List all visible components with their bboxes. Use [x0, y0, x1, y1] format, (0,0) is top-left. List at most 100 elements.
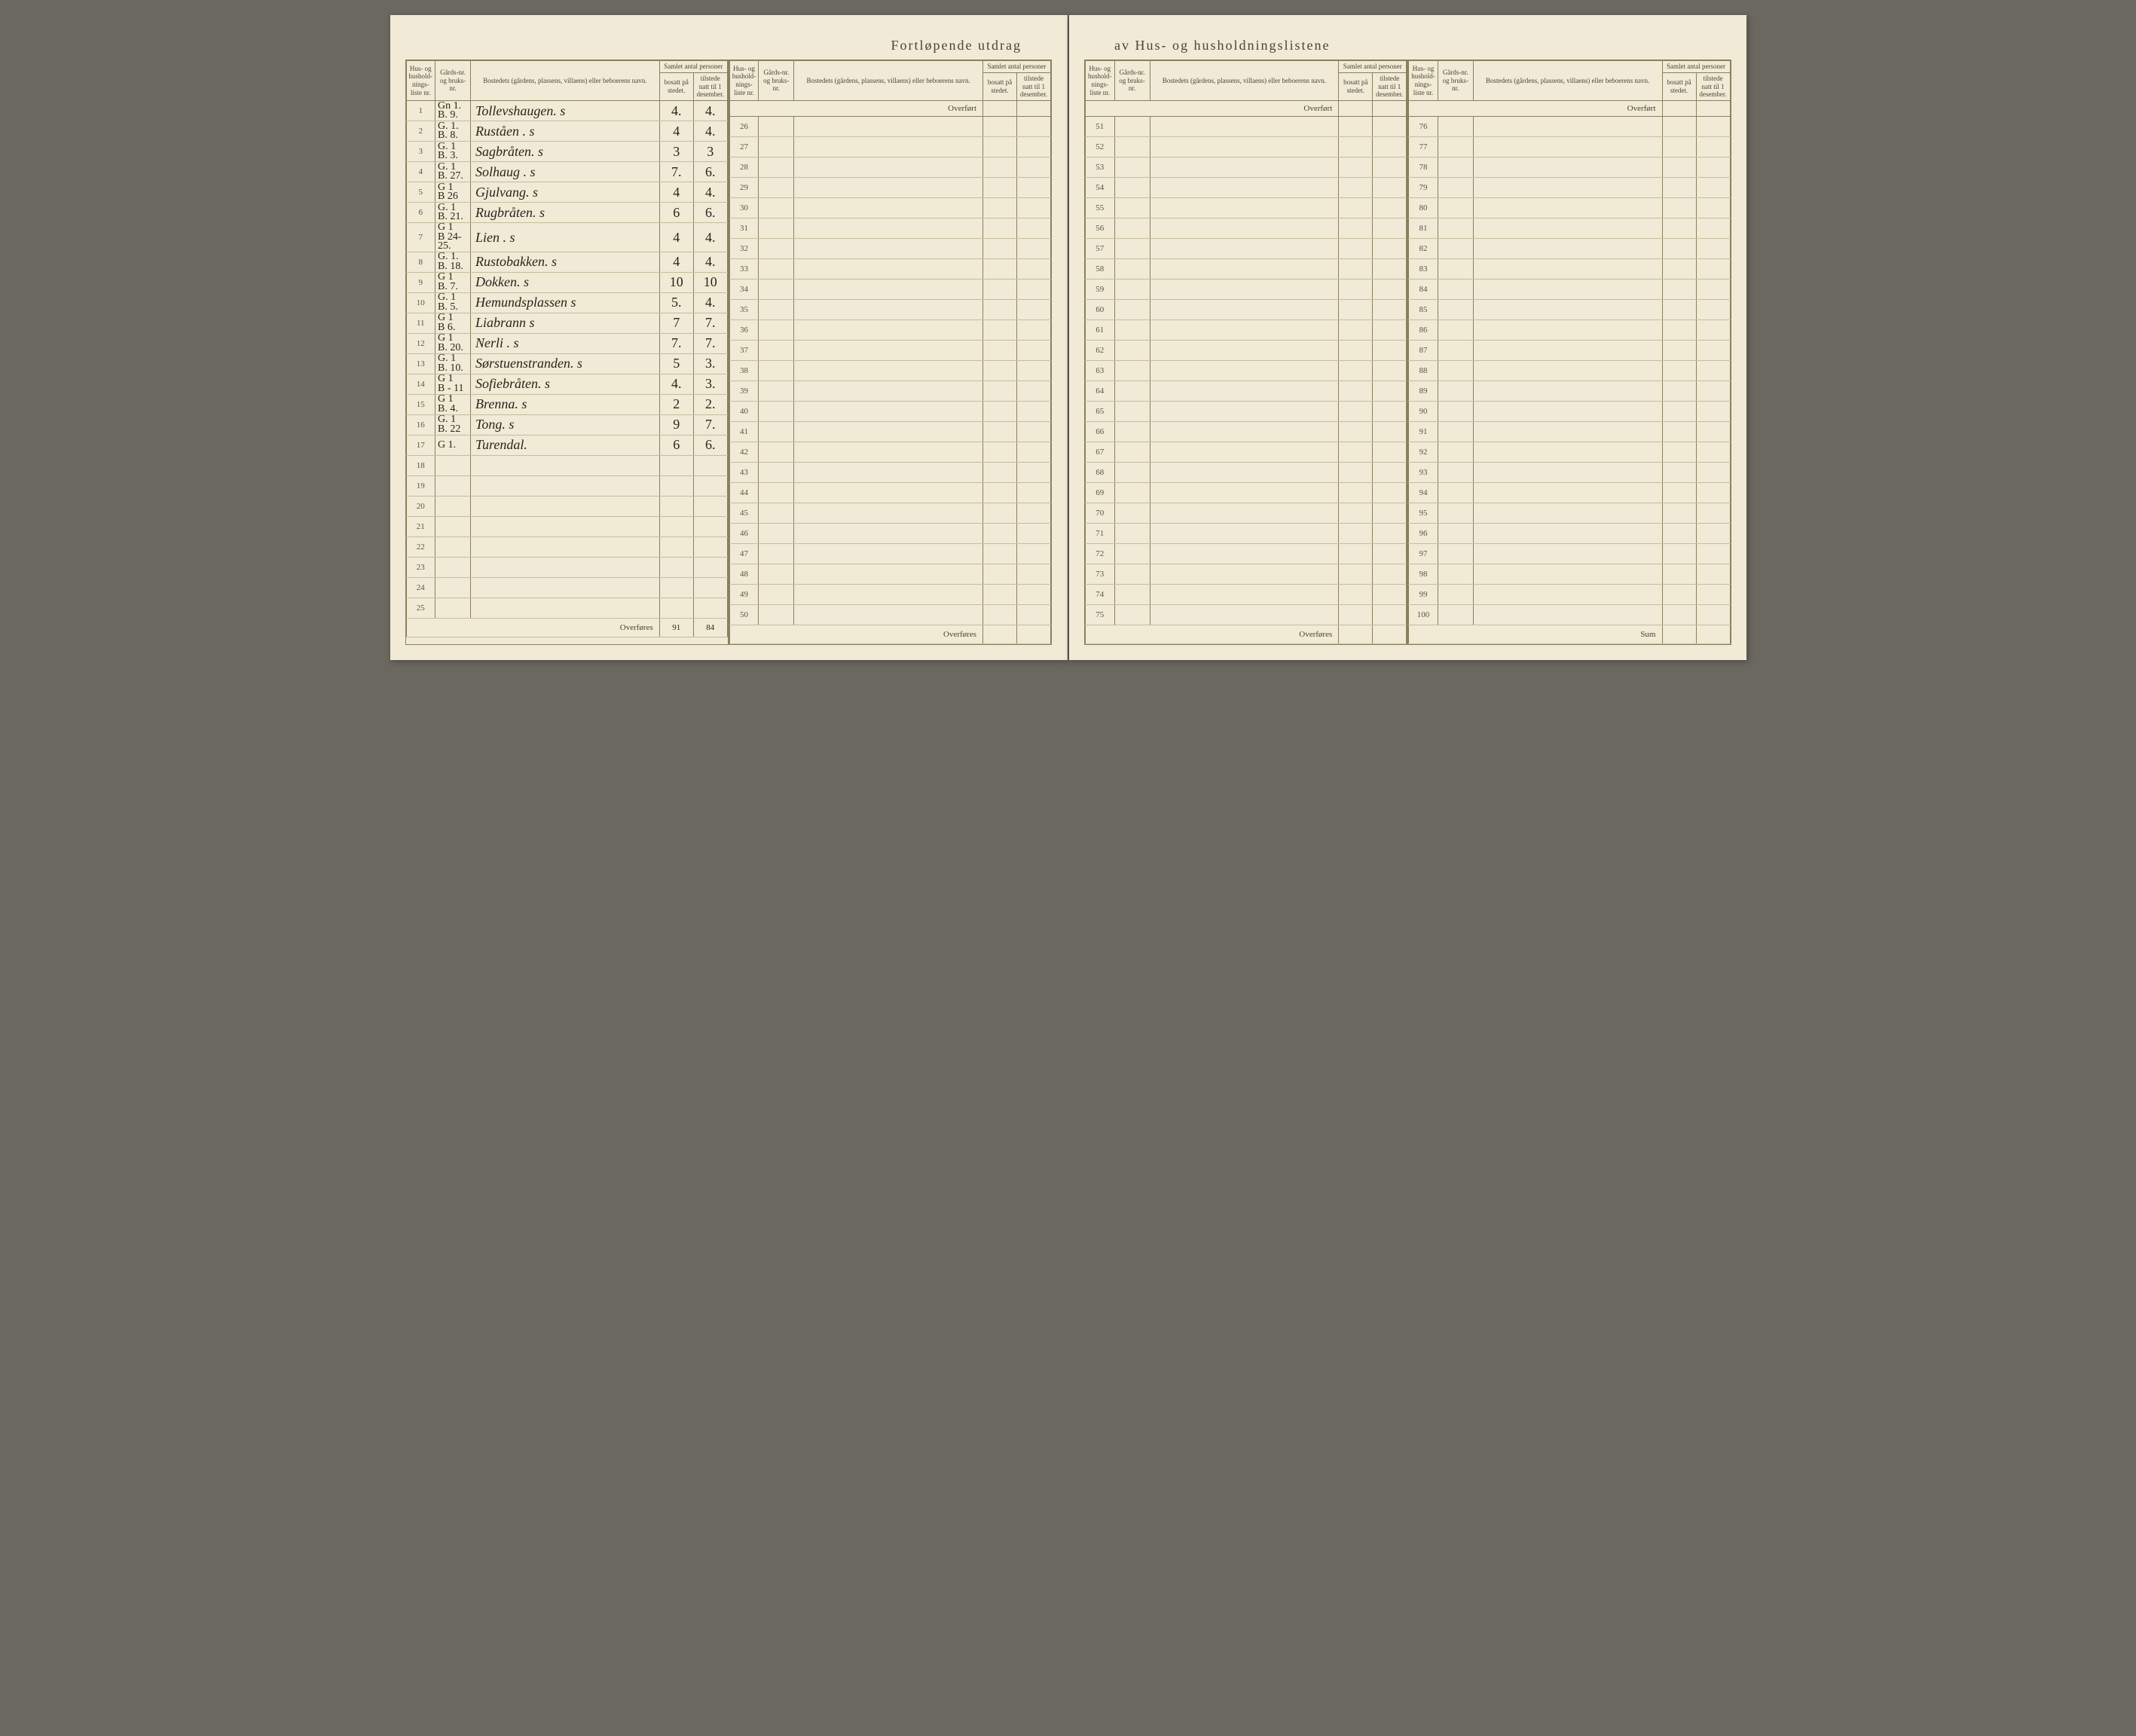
bosted-name — [1150, 117, 1339, 137]
tilstede-count — [1017, 503, 1051, 524]
gard-nr — [1438, 402, 1473, 422]
row-number: 53 — [1086, 157, 1115, 178]
bosatt-count — [983, 544, 1017, 564]
footer-row-2: Overføres — [729, 625, 1050, 644]
row-number: 68 — [1086, 463, 1115, 483]
table-row: 69 — [1086, 483, 1407, 503]
row-number: 35 — [729, 300, 759, 320]
gard-nr — [759, 280, 794, 300]
table-section-2: Hus- og hushold-nings-liste nr. Gårds-nr… — [729, 60, 1051, 644]
bosatt-count — [1339, 544, 1373, 564]
gard-nr — [759, 157, 794, 178]
gard-nr — [1114, 259, 1150, 280]
gard-nr — [435, 557, 471, 577]
row-number: 59 — [1086, 280, 1115, 300]
tilstede-count: 4. — [693, 182, 727, 203]
table-row: 3G. 1 B. 3.Sagbråten. s33 — [406, 142, 727, 162]
gard-nr — [1438, 178, 1473, 198]
bosted-name: Tollevshaugen. s — [471, 101, 660, 121]
gard-nr — [1438, 503, 1473, 524]
table-row: 24 — [406, 577, 727, 598]
bosatt-count — [1662, 259, 1696, 280]
bosted-name — [1150, 381, 1339, 402]
gard-nr — [1438, 280, 1473, 300]
row-number: 6 — [406, 203, 435, 223]
tilstede-count — [1017, 280, 1051, 300]
row-number: 24 — [406, 577, 435, 598]
table-row: 81 — [1409, 219, 1730, 239]
gard-nr — [1438, 219, 1473, 239]
tilstede-count — [1017, 219, 1051, 239]
header-hus: Hus- og hushold-nings-liste nr. — [729, 61, 759, 101]
table-row: 1Gn 1. B. 9.Tollevshaugen. s4.4. — [406, 101, 727, 121]
table-row: 8G. 1. B. 18.Rustobakken. s44. — [406, 252, 727, 272]
gard-nr — [1438, 442, 1473, 463]
tilstede-count — [1017, 137, 1051, 157]
tilstede-count — [1696, 585, 1730, 605]
gard-nr — [759, 361, 794, 381]
row-number: 95 — [1409, 503, 1438, 524]
tilstede-count — [693, 475, 727, 496]
table-row: 58 — [1086, 259, 1407, 280]
bosatt-count — [1339, 402, 1373, 422]
gard-nr — [1114, 117, 1150, 137]
footer-row-1: Overføres 91 84 — [406, 618, 727, 637]
table-row: 92 — [1409, 442, 1730, 463]
bosatt-count: 5. — [659, 292, 693, 313]
table-row: 11G 1 B 6.Liabrann s77. — [406, 313, 727, 333]
bosatt-count — [1662, 503, 1696, 524]
row-number: 2 — [406, 121, 435, 142]
tilstede-count — [1017, 259, 1051, 280]
page-title-left: Fortløpende utdrag — [405, 38, 1053, 53]
row-number: 45 — [729, 503, 759, 524]
row-number: 28 — [729, 157, 759, 178]
bosted-name — [471, 557, 660, 577]
bosted-name — [1473, 361, 1662, 381]
table-row: 78 — [1409, 157, 1730, 178]
gard-nr: G 1 B 26 — [435, 182, 471, 203]
bosatt-count — [983, 463, 1017, 483]
gard-nr — [1114, 463, 1150, 483]
table-row: 41 — [729, 422, 1050, 442]
table-section-4: Hus- og hushold-nings-liste nr. Gårds-nr… — [1408, 60, 1730, 644]
gard-nr: G. 1 B. 21. — [435, 203, 471, 223]
table-row: 72 — [1086, 544, 1407, 564]
tilstede-count: 4. — [693, 292, 727, 313]
tilstede-count — [1696, 198, 1730, 219]
tilstede-count — [1696, 381, 1730, 402]
row-number: 11 — [406, 313, 435, 333]
gard-nr — [1114, 157, 1150, 178]
bosted-name: Sagbråten. s — [471, 142, 660, 162]
bosted-name — [1150, 564, 1339, 585]
tilstede-count — [1017, 239, 1051, 259]
bosted-name — [1150, 442, 1339, 463]
bosted-name — [1150, 605, 1339, 625]
table-row: 40 — [729, 402, 1050, 422]
gard-nr — [1438, 422, 1473, 442]
bosted-name — [1150, 524, 1339, 544]
row-number: 54 — [1086, 178, 1115, 198]
row-number: 73 — [1086, 564, 1115, 585]
bosatt-count — [1662, 117, 1696, 137]
table-row: 86 — [1409, 320, 1730, 341]
row-number: 1 — [406, 101, 435, 121]
bosatt-count — [1339, 381, 1373, 402]
header-bosted: Bostedets (gårdens, plassens, villaens) … — [471, 61, 660, 101]
bosatt-count — [659, 536, 693, 557]
gard-nr — [759, 422, 794, 442]
row-number: 51 — [1086, 117, 1115, 137]
bosatt-count: 4 — [659, 252, 693, 272]
bosted-name — [1150, 422, 1339, 442]
gard-nr — [1114, 219, 1150, 239]
row-number: 99 — [1409, 585, 1438, 605]
table-row: 21 — [406, 516, 727, 536]
table-row: 80 — [1409, 198, 1730, 219]
table-row: 65 — [1086, 402, 1407, 422]
bosted-name — [794, 137, 983, 157]
row-number: 19 — [406, 475, 435, 496]
table-row: 7G 1 B 24-25.Lien . s44. — [406, 223, 727, 252]
gard-nr — [1438, 300, 1473, 320]
row-number: 44 — [729, 483, 759, 503]
gard-nr — [1438, 239, 1473, 259]
bosatt-count — [1339, 117, 1373, 137]
